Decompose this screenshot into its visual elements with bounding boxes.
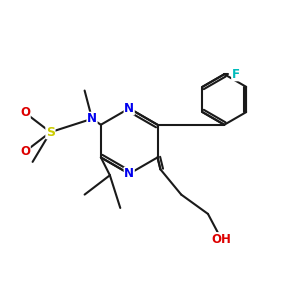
Text: O: O [20, 106, 30, 119]
Text: OH: OH [212, 233, 231, 246]
Text: N: N [124, 167, 134, 180]
Text: N: N [87, 112, 97, 125]
Text: O: O [20, 145, 30, 158]
Text: F: F [232, 68, 240, 81]
Text: N: N [124, 102, 134, 115]
Text: S: S [46, 126, 55, 139]
